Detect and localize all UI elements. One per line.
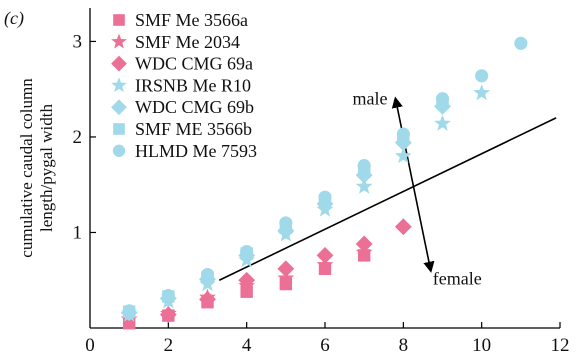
- separator-line: [218, 117, 557, 281]
- x-tick-label: 2: [164, 335, 174, 356]
- data-point: [355, 235, 373, 253]
- legend-label: HLMD Me 7593: [135, 141, 257, 161]
- legend-label: IRSNB Me R10: [135, 75, 251, 95]
- legend-item: WDC CMG 69a: [111, 54, 253, 74]
- data-point: [394, 147, 412, 164]
- data-point: [159, 306, 177, 324]
- data-point: [122, 304, 136, 318]
- y-axis-title-line-1: cumulative caudal column: [17, 78, 36, 258]
- sex-arrow: [391, 96, 435, 273]
- legend-marker: [111, 33, 127, 49]
- legend-marker: [111, 99, 127, 116]
- legend-label: SMF Me 3566a: [135, 10, 248, 30]
- data-point: [475, 69, 489, 83]
- series-hlmd-me-7593: [122, 36, 528, 318]
- y-tick-label: 2: [73, 127, 83, 148]
- x-tick-label: 10: [472, 335, 491, 356]
- female-label: female: [433, 269, 482, 289]
- legend-item: SMF Me 2034: [111, 32, 240, 52]
- data-point: [277, 269, 295, 286]
- data-point: [279, 216, 293, 230]
- data-point: [240, 245, 254, 259]
- data-point: [316, 256, 334, 273]
- y-axis-title: cumulative caudal column length/pygal wi…: [17, 78, 56, 258]
- x-tick-label: 8: [399, 335, 409, 356]
- data-point: [355, 177, 373, 194]
- legend-item: SMF Me 3566a: [113, 10, 248, 30]
- data-point: [238, 271, 256, 289]
- legend-label: WDC CMG 69a: [135, 54, 253, 74]
- legend-item: SMF ME 3566b: [113, 119, 252, 139]
- x-tick-label: 0: [85, 335, 95, 356]
- panel-label: (c): [4, 8, 24, 29]
- data-point: [357, 159, 371, 173]
- legend-label: WDC CMG 69b: [135, 97, 254, 117]
- legend-item: WDC CMG 69b: [111, 97, 254, 117]
- legend-marker: [113, 123, 125, 135]
- legend-marker: [112, 144, 126, 157]
- legend-marker: [113, 14, 125, 26]
- data-point: [316, 247, 334, 264]
- x-tick-label: 6: [320, 335, 330, 356]
- y-axis-title-line-2: length/pygal width: [37, 104, 56, 232]
- legend-label: SMF ME 3566b: [135, 119, 252, 139]
- x-tick-label: 12: [551, 335, 570, 356]
- data-point: [514, 36, 528, 50]
- legend-item: HLMD Me 7593: [112, 141, 257, 161]
- male-label: male: [353, 89, 388, 109]
- data-point: [473, 84, 491, 101]
- data-point: [396, 127, 410, 141]
- data-point: [199, 290, 216, 308]
- x-tick-label: 4: [242, 335, 252, 356]
- y-tick-label: 3: [73, 31, 83, 52]
- data-point: [161, 288, 175, 303]
- series-wdc-cmg-69a: [159, 218, 412, 324]
- data-points: [120, 36, 528, 330]
- annotations: male female: [218, 89, 557, 289]
- data-point: [394, 218, 412, 236]
- data-point: [200, 267, 215, 282]
- legend-label: SMF Me 2034: [135, 32, 240, 52]
- data-point: [277, 260, 295, 278]
- legend-marker: [111, 77, 127, 93]
- data-point: [435, 92, 450, 106]
- data-point: [318, 190, 332, 204]
- axes: [89, 8, 561, 329]
- data-point: [434, 114, 451, 131]
- y-tick-label: 1: [73, 222, 83, 243]
- legend-item: IRSNB Me R10: [111, 75, 251, 95]
- legend-marker: [111, 55, 127, 72]
